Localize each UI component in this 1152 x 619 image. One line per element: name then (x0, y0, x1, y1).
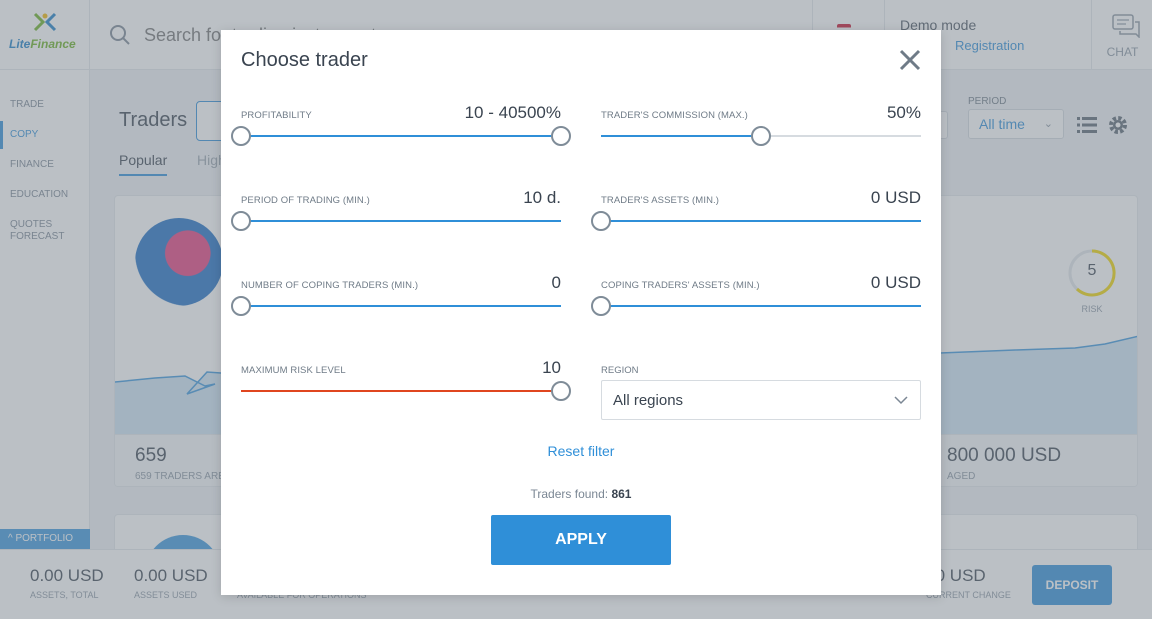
filter-value: 10 (542, 358, 561, 377)
region-select[interactable]: All regions (601, 380, 921, 420)
slider-handle[interactable] (551, 381, 571, 401)
slider-handle-max[interactable] (551, 126, 571, 146)
slider-track[interactable] (601, 305, 921, 307)
slider-track[interactable] (241, 305, 561, 307)
close-icon[interactable] (897, 47, 923, 73)
traders-found-label: Traders found: (530, 487, 609, 501)
slider-handle[interactable] (231, 211, 251, 231)
trading-period-filter: PERIOD OF TRADING (MIN.) 10 d. (231, 188, 561, 255)
filter-label: COPING TRADERS' ASSETS (MIN.) (601, 280, 760, 291)
filter-label: MAXIMUM RISK LEVEL (241, 365, 346, 376)
slider-fill (241, 390, 561, 392)
slider-track[interactable] (601, 220, 921, 222)
slider-handle[interactable] (591, 296, 611, 316)
filter-value: 10 - 40500% (464, 103, 561, 122)
trader-assets-filter: TRADER'S ASSETS (MIN.) 0 USD (591, 188, 921, 255)
filter-value: 0 USD (870, 188, 921, 207)
slider-handle[interactable] (231, 296, 251, 316)
filter-label: TRADER'S ASSETS (MIN.) (601, 195, 720, 206)
profitability-filter: PROFITABILITY 10 - 40500% (231, 103, 571, 170)
chevron-down-icon (894, 396, 908, 405)
max-risk-filter: MAXIMUM RISK LEVEL 10 (241, 358, 571, 425)
filter-value: 0 (551, 273, 561, 292)
commission-filter: TRADER'S COMMISSION (MAX.) 50% (601, 103, 921, 170)
slider-fill (601, 135, 761, 137)
slider-fill (241, 135, 561, 137)
slider-track[interactable] (241, 220, 561, 222)
filter-label: TRADER'S COMMISSION (MAX.) (601, 110, 748, 121)
filter-label: NUMBER OF COPING TRADERS (MIN.) (241, 280, 419, 291)
filter-value: 10 d. (523, 188, 561, 207)
slider-handle[interactable] (591, 211, 611, 231)
choose-trader-dialog: Choose trader PROFITABILITY 10 - 40500% … (221, 30, 941, 595)
copying-assets-filter: COPING TRADERS' ASSETS (MIN.) 0 USD (591, 273, 921, 340)
copying-traders-filter: NUMBER OF COPING TRADERS (MIN.) 0 (231, 273, 561, 340)
traders-found: Traders found: 861 (221, 487, 941, 501)
traders-found-count: 861 (611, 487, 632, 501)
apply-button[interactable]: APPLY (491, 515, 671, 565)
filter-label: PERIOD OF TRADING (MIN.) (241, 195, 370, 206)
slider-handle-min[interactable] (231, 126, 251, 146)
filter-value: 0 USD (870, 273, 921, 292)
filter-value: 50% (886, 103, 921, 122)
dialog-title: Choose trader (241, 49, 368, 71)
region-value: All regions (613, 392, 684, 409)
slider-handle[interactable] (751, 126, 771, 146)
filter-label: PROFITABILITY (241, 110, 312, 121)
region-label: REGION (601, 365, 639, 376)
reset-filter-link[interactable]: Reset filter (547, 443, 615, 459)
